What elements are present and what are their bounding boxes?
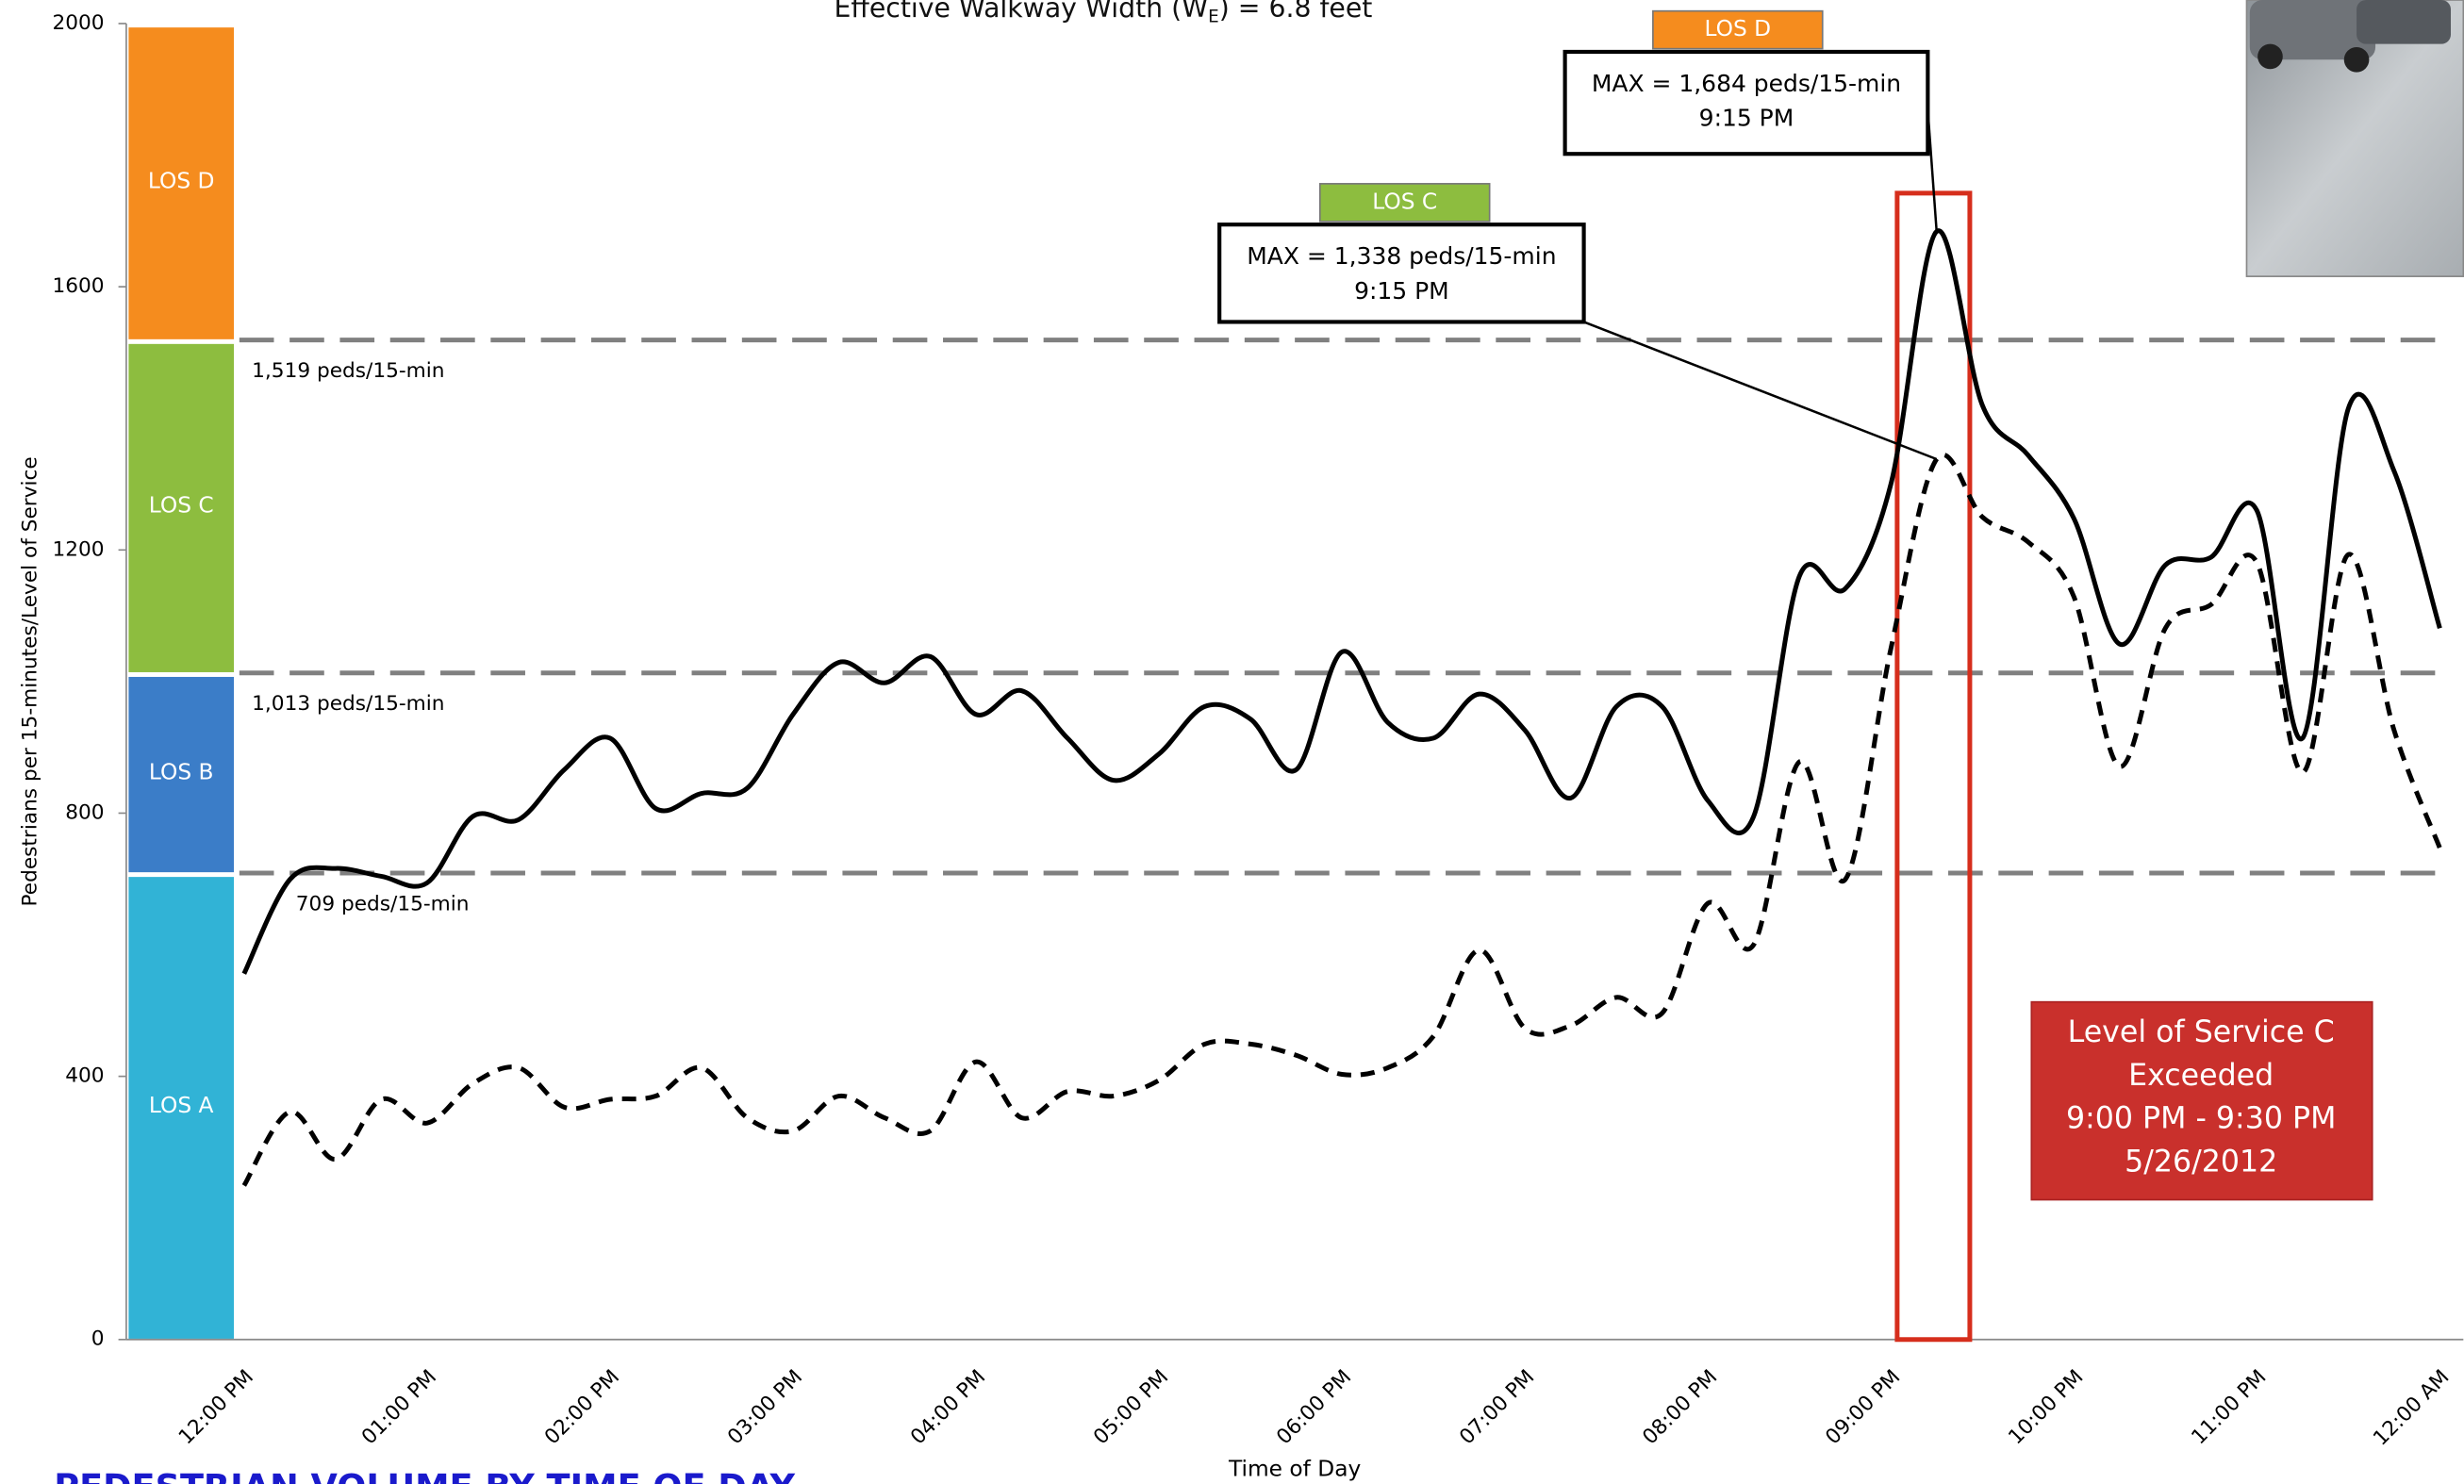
- series-line: [241, 228, 2442, 975]
- x-axis-label: Time of Day: [1228, 1457, 1361, 1482]
- x-tick-label: 10:00 PM: [2004, 1365, 2088, 1449]
- los-band: [126, 25, 236, 341]
- x-tick-label: 01:00 PM: [357, 1365, 441, 1449]
- los-band-label: LOS A: [149, 1093, 214, 1118]
- title-subscript: E: [1208, 7, 1219, 26]
- annotation-time: 9:15 PM: [1699, 105, 1794, 132]
- x-tick-label: 02:00 PM: [540, 1365, 624, 1449]
- y-axis-label: Pedestrians per 15-minutes/Level of Serv…: [18, 456, 41, 906]
- badge-label: LOS C: [1372, 189, 1437, 214]
- note-line: 9:00 PM - 9:30 PM: [2066, 1102, 2336, 1136]
- annotation-time: 9:15 PM: [1354, 277, 1449, 305]
- x-tick-label: 09:00 PM: [1821, 1365, 1905, 1449]
- los-band: [126, 675, 236, 874]
- badge: [1318, 183, 1491, 223]
- note-box: [2030, 1000, 2373, 1201]
- annotation-box: [1217, 223, 1586, 324]
- x-tick-label: 08:00 PM: [1638, 1365, 1722, 1449]
- badge-label: LOS D: [1705, 16, 1772, 41]
- los-band: [126, 875, 236, 1341]
- x-tick-label: 11:00 PM: [2187, 1365, 2271, 1449]
- threshold-label: 709 peds/15-min: [296, 892, 470, 915]
- series-line: [241, 452, 2442, 1187]
- x-tick-label: 04:00 PM: [906, 1365, 990, 1449]
- x-tick-label: 03:00 PM: [723, 1365, 807, 1449]
- note-line: 5/26/2012: [2125, 1145, 2277, 1179]
- y-tick-label: 0: [91, 1327, 105, 1351]
- x-tick-label: 06:00 PM: [1272, 1365, 1356, 1449]
- x-tick-label: 05:00 PM: [1089, 1365, 1173, 1449]
- annotation-box: [1563, 49, 1930, 157]
- note-line: Exceeded: [2128, 1059, 2274, 1093]
- los-band: [126, 342, 236, 674]
- note-line: Level of Service C: [2068, 1015, 2335, 1049]
- y-tick-label: 400: [65, 1064, 104, 1088]
- threshold-label: 1,519 peds/15-min: [252, 359, 444, 383]
- caption: PEDESTRIAN VOLUME BY TIME OF DAY: [54, 1466, 795, 1484]
- los-band-label: LOS B: [149, 759, 214, 784]
- threshold-label: 1,013 peds/15-min: [252, 692, 444, 716]
- annotation-text: MAX = 1,338 peds/15-min: [1247, 242, 1556, 270]
- y-tick-label: 800: [65, 800, 104, 824]
- los-band-label: LOS D: [148, 168, 215, 193]
- title-part: ) = 6.8 feet: [1219, 0, 1373, 24]
- los-band-label: LOS C: [149, 493, 214, 519]
- y-tick-label: 1600: [53, 274, 105, 298]
- y-tick-label: 2000: [53, 11, 105, 35]
- x-tick-label: 12:00 PM: [174, 1365, 258, 1449]
- annotation-text: MAX = 1,684 peds/15-min: [1592, 70, 1901, 97]
- badge: [1652, 9, 1824, 50]
- chart-title: Effective Walkway Width (WE) = 6.8 feet: [834, 0, 1372, 26]
- photo: [2245, 0, 2464, 277]
- x-tick-label: 07:00 PM: [1455, 1365, 1539, 1449]
- leader-line: [1583, 321, 1938, 461]
- y-tick-label: 1200: [53, 537, 105, 561]
- title-part: Effective Walkway Width (W: [834, 0, 1208, 24]
- x-tick-label: 12:00 AM: [2369, 1365, 2454, 1450]
